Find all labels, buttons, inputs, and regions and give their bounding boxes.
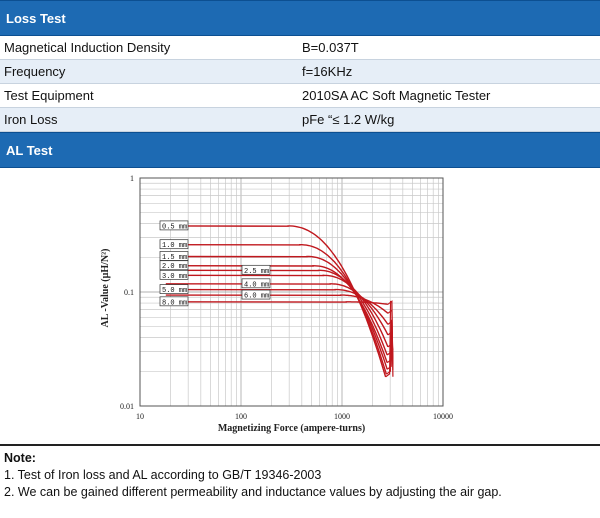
note-item: 2. We can be gained different permeabili… [4, 485, 502, 499]
series-label: 2.5 mm [244, 268, 269, 276]
al-test-title: AL Test [6, 142, 53, 158]
y-axis-label: AL -Value (µH/N²) [100, 249, 111, 328]
series-label-box [241, 264, 271, 275]
series-label-box [241, 289, 271, 300]
al-value-chart: 10 100 1000 10000 1 0.1 0.01 Magnetizing Force … [100, 174, 453, 434]
y-tick-label: 1 [130, 174, 134, 183]
x-tick-label: 1000 [334, 412, 350, 421]
series-label-box [159, 296, 189, 307]
series-label: 8.0 mm [162, 299, 187, 307]
series-line [165, 294, 389, 314]
series-line-tail [387, 300, 394, 377]
series-label: 6.0 mm [244, 293, 269, 301]
series-line [165, 283, 389, 336]
series-line [165, 255, 388, 370]
row-value: 2010SA AC Soft Magnetic Tester [302, 88, 491, 103]
series-label: 0.5 mm [162, 223, 187, 231]
series-line [165, 301, 388, 305]
row-label: Frequency [4, 64, 66, 79]
series-label-box [159, 269, 189, 280]
series-line [165, 244, 388, 375]
series-label-box [159, 239, 189, 250]
row-label: Iron Loss [4, 112, 58, 127]
series-label: 1.0 mm [162, 242, 187, 250]
x-tick-label: 10000 [433, 412, 453, 421]
series-label: 1.5 mm [162, 254, 187, 262]
series-label-box [159, 220, 189, 231]
series-line [165, 288, 389, 325]
al-test-header: AL Test [0, 132, 600, 168]
series-label: 4.0 mm [244, 281, 269, 289]
series-line-tail [386, 319, 392, 375]
loss-test-title: Loss Test [6, 10, 66, 26]
x-tick-label: 10 [136, 412, 144, 421]
al-chart-area: 10 100 1000 10000 1 0.1 0.01 Magnetizing Force … [0, 168, 600, 444]
series-label-box [159, 260, 189, 271]
series-line [165, 269, 388, 356]
table-row: Frequency f=16KHz [0, 60, 600, 84]
x-axis-label: Magnetizing Force (ampere-turns) [218, 423, 365, 434]
series-line [165, 274, 389, 348]
loss-test-header: Loss Test [0, 0, 600, 36]
row-label: Test Equipment [4, 88, 94, 103]
series-label-box [159, 284, 189, 294]
table-row: Test Equipment 2010SA AC Soft Magnetic T… [0, 84, 600, 108]
row-value: f=16KHz [302, 64, 353, 79]
y-tick-label: 0.1 [124, 288, 134, 297]
series-line [165, 225, 387, 378]
notes-title: Note: [4, 451, 36, 465]
series-line [165, 264, 388, 363]
row-value: B=0.037T [302, 40, 359, 55]
x-tick-label: 100 [235, 412, 247, 421]
note-item: 1. Test of Iron loss and AL according to… [4, 468, 322, 482]
series-line-tail [385, 300, 392, 378]
series-label: 2.0 mm [162, 263, 187, 271]
row-label: Magnetical Induction Density [4, 40, 171, 55]
plot-frame [139, 177, 444, 407]
notes-section: Note: 1. Test of Iron loss and AL accord… [0, 444, 600, 501]
table-row: Iron Loss pFe “≤ 1.2 W/kg [0, 108, 600, 132]
series-label: 5.0 mm [162, 287, 187, 295]
series-label-box [241, 278, 271, 289]
series-label: 3.0 mm [162, 273, 187, 281]
row-value: pFe “≤ 1.2 W/kg [302, 112, 395, 127]
table-row: Magnetical Induction Density B=0.037T [0, 36, 600, 60]
y-tick-label: 0.01 [120, 402, 134, 411]
